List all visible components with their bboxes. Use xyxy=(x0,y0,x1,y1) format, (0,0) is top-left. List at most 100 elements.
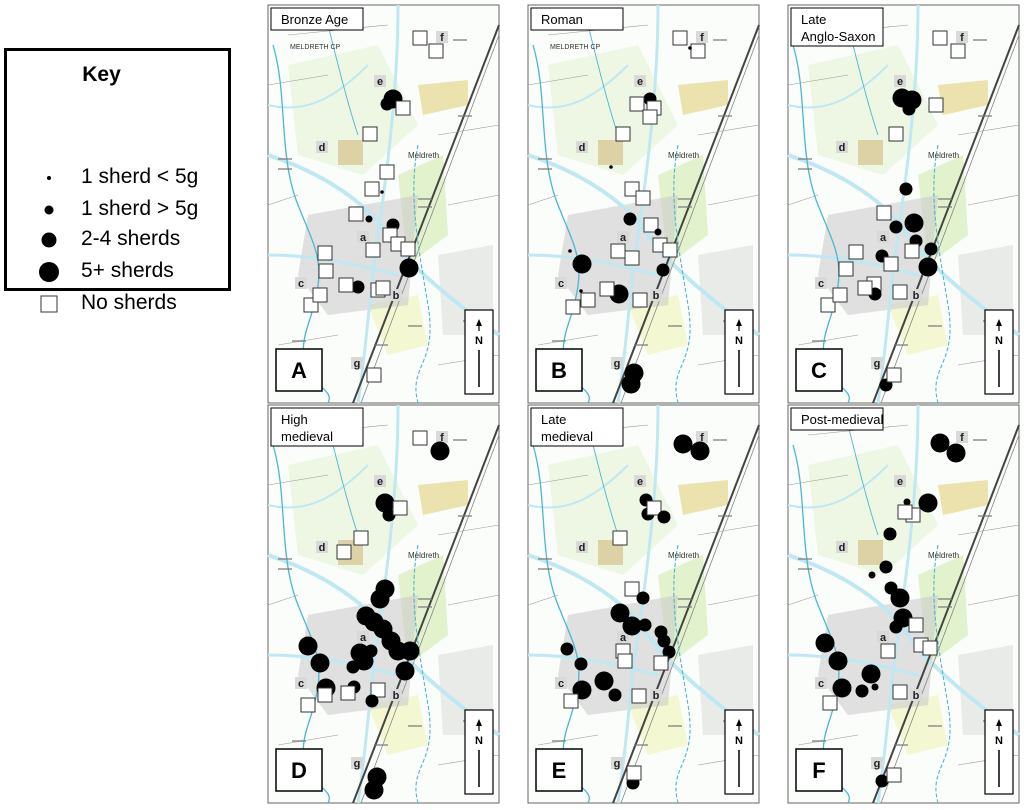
no-sherds-square xyxy=(362,126,378,142)
field-boundary xyxy=(787,74,849,86)
stream xyxy=(933,144,951,404)
map-panel-a: Meldreth MELDRETH CP a b c d e f g Bronze Age A N xyxy=(267,4,501,404)
no-sherds-square xyxy=(662,242,678,258)
north-arrow-icon xyxy=(736,719,742,726)
sherd-dot xyxy=(638,618,652,632)
site-label-e: e xyxy=(637,476,643,488)
sherd-dot xyxy=(579,289,583,293)
field-boundary xyxy=(957,124,1020,136)
site-label-bg xyxy=(815,677,827,689)
field-boundary xyxy=(697,524,760,536)
no-sherds-square xyxy=(932,30,948,46)
site-label-c: c xyxy=(818,278,824,290)
map-annotation xyxy=(458,115,472,117)
road xyxy=(267,64,369,109)
no-sherds-square xyxy=(379,164,395,180)
map-annotation xyxy=(552,740,566,742)
map-annotation xyxy=(678,606,692,608)
site-label-a: a xyxy=(880,232,887,244)
site-label-b: b xyxy=(653,290,660,302)
map-annotation xyxy=(634,344,648,346)
sherd-dot xyxy=(624,363,644,383)
site-label-bg xyxy=(295,677,307,689)
north-label: N xyxy=(735,735,743,747)
field-boundary xyxy=(537,734,599,746)
panel-letter-box xyxy=(795,748,843,792)
site-label-bg xyxy=(351,757,363,769)
site-label-g: g xyxy=(614,758,621,770)
no-sherds-square xyxy=(615,126,631,142)
no-sherds-square xyxy=(646,500,662,516)
sherd-dot xyxy=(861,664,881,684)
period-title-text: Bronze Age xyxy=(281,12,348,27)
no-sherds-square xyxy=(365,242,381,258)
village-name: Meldreth xyxy=(408,151,439,160)
no-sherds-square xyxy=(629,96,645,112)
panel-letter: C xyxy=(795,348,843,392)
no-sherds-square xyxy=(632,292,648,308)
parish-label: MELDRETH CP xyxy=(290,44,341,51)
no-sherds-square xyxy=(880,643,896,659)
no-sherds-square xyxy=(317,245,333,261)
no-sherds-square xyxy=(400,241,416,257)
field-boundary xyxy=(957,524,1020,536)
sherd-dot xyxy=(636,591,650,605)
road xyxy=(616,4,660,404)
site-label-bg xyxy=(555,277,567,289)
sherd-dot xyxy=(903,498,911,506)
sherd-dot xyxy=(883,527,897,541)
no-sherds-square xyxy=(392,500,408,516)
map-annotation xyxy=(928,725,942,727)
field-area xyxy=(888,295,948,355)
road xyxy=(876,404,920,804)
site-label-a: a xyxy=(360,632,367,644)
period-title: Post-medieval xyxy=(790,407,884,431)
site-label-bg xyxy=(696,431,708,443)
housing-north xyxy=(418,480,468,515)
field-boundary xyxy=(447,194,500,206)
no-sherds-square xyxy=(412,30,428,46)
north-label: N xyxy=(475,735,483,747)
panel-letter-box xyxy=(275,748,323,792)
site-label-f: f xyxy=(960,32,964,44)
no-sherds-square xyxy=(312,287,328,303)
map-annotation xyxy=(668,725,682,727)
road xyxy=(527,464,629,509)
panel-letter-text: C xyxy=(811,358,827,383)
village-name: Meldreth xyxy=(668,551,699,560)
site-label-f: f xyxy=(700,32,704,44)
site-label-f: f xyxy=(960,432,964,444)
north-arrow-icon xyxy=(996,719,1002,726)
map-annotation xyxy=(894,744,908,746)
field-boundary xyxy=(787,194,819,206)
panel-letter-box xyxy=(535,748,583,792)
field-boundary xyxy=(527,194,559,206)
sherd-dot xyxy=(889,620,903,634)
map-annotation xyxy=(374,344,388,346)
site-label-e: e xyxy=(377,476,383,488)
sherd-dot xyxy=(657,634,671,648)
site-label-bg xyxy=(910,689,922,701)
field-area xyxy=(368,695,428,755)
map-annotation xyxy=(713,439,727,441)
site-label-c: c xyxy=(818,678,824,690)
sherd-dot xyxy=(380,190,384,194)
no-sherds-square xyxy=(883,256,899,272)
north-arrow: N xyxy=(984,709,1014,795)
site-label-bg xyxy=(836,541,848,553)
key-label: 5+ sherds xyxy=(81,259,174,282)
church-area xyxy=(598,540,623,565)
site-label-d: d xyxy=(579,542,586,554)
sherd-dot xyxy=(395,661,415,681)
housing-north xyxy=(938,80,988,115)
sherd-dot xyxy=(365,694,379,708)
road xyxy=(787,653,919,677)
key-title: Key xyxy=(82,63,121,86)
no-sherds-square xyxy=(317,687,333,703)
no-sherds-square xyxy=(612,530,628,546)
stream xyxy=(673,144,691,404)
railway-line xyxy=(612,424,760,804)
sherd-dot xyxy=(594,671,614,691)
period-title-box xyxy=(790,407,884,431)
north-label: N xyxy=(735,335,743,347)
